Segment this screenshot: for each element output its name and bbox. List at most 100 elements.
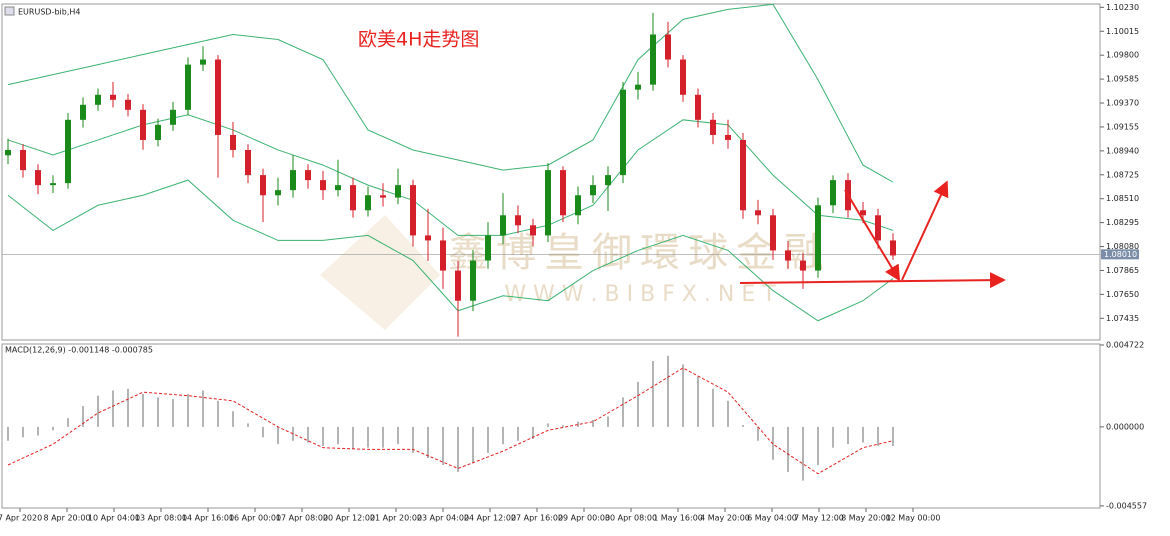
candle-body: [155, 124, 161, 140]
candle-body: [185, 64, 191, 110]
candle-body: [830, 180, 836, 206]
candle-body: [200, 59, 206, 65]
candle-body: [245, 149, 251, 176]
x-tick-label: 8 Apr 20:00: [43, 514, 90, 523]
x-tick-label: 30 Apr 08:00: [605, 514, 657, 523]
candle-body: [680, 59, 686, 95]
candle-body: [440, 240, 446, 271]
candle-body: [170, 109, 176, 125]
candle-body: [365, 195, 371, 211]
candle-body: [455, 270, 461, 301]
x-tick-label: 23 Apr 04:00: [417, 514, 469, 523]
y-tick-label: 1.09800: [1106, 51, 1139, 60]
candle-body: [620, 89, 626, 176]
main-panel: [1, 3, 1101, 341]
x-tick-label: 8 May 20:00: [841, 514, 891, 523]
candle-body: [665, 34, 671, 60]
candle-body: [380, 195, 386, 198]
candle-body: [500, 215, 506, 236]
signal-line: [7, 367, 894, 475]
arrow: [901, 180, 949, 281]
x-tick-label: 27 Apr 16:00: [511, 514, 563, 523]
candle-body: [635, 84, 641, 90]
x-tick-label: 13 Apr 08:00: [135, 514, 187, 523]
y-tick-label: 1.10230: [1106, 3, 1139, 12]
x-tick-label: 24 Apr 12:00: [464, 514, 516, 523]
candle-body: [785, 250, 791, 261]
candle-body: [140, 109, 146, 140]
y-tick-label: 1.08510: [1106, 194, 1139, 203]
candle-body: [110, 94, 116, 100]
candle-body: [335, 185, 341, 191]
candle-body: [875, 215, 881, 241]
x-tick-label: 7 May 12:00: [794, 514, 844, 523]
candle-body: [80, 104, 86, 120]
candle-body: [740, 139, 746, 211]
x-tick-label: 4 May 20:00: [700, 514, 750, 523]
candle-body: [800, 260, 806, 271]
arrow: [844, 189, 901, 282]
candle-body: [320, 180, 326, 191]
x-tick-label: 20 Apr 12:00: [323, 514, 375, 523]
y-tick-label: 1.07865: [1106, 266, 1139, 275]
x-tick-label: 21 Apr 20:00: [370, 514, 422, 523]
candle-body: [590, 185, 596, 196]
y-tick-label: 1.10015: [1106, 27, 1139, 36]
candle-body: [725, 134, 731, 140]
candle-body: [350, 185, 356, 211]
x-tick-label: 10 Apr 04:00: [88, 514, 140, 523]
candle-body: [605, 175, 611, 186]
x-tick-label: 29 Apr 00:00: [558, 514, 610, 523]
candle-body: [545, 170, 551, 236]
candle-body: [125, 99, 131, 110]
bollinger-band: [7, 3, 894, 183]
candle-body: [560, 170, 566, 216]
x-tick-label: 14 Apr 16:00: [182, 514, 234, 523]
x-tick-label: 6 May 04:00: [747, 514, 797, 523]
last-price-tag: [1101, 249, 1139, 260]
x-tick-label: 1 May 16:00: [653, 514, 703, 523]
y-tick-label: 1.09585: [1106, 75, 1139, 84]
candle-body: [305, 170, 311, 181]
watermark: 鑫博皇御環球金融 W W W . B I B F X . N E T: [320, 215, 832, 330]
candle-body: [650, 34, 656, 85]
candle-body: [470, 260, 476, 301]
candle-body: [230, 134, 236, 150]
arrows: [739, 180, 1006, 289]
x-tick-label: 17 Apr 08:00: [276, 514, 328, 523]
watermark-text: 鑫博皇御環球金融: [448, 230, 832, 276]
candle-body: [290, 170, 296, 191]
candle-body: [95, 94, 101, 105]
macd-panel: [1, 343, 1101, 509]
symbol-icon: [4, 6, 15, 16]
y-tick-label: 1.09370: [1106, 99, 1139, 108]
watermark-logo: [320, 215, 440, 330]
y-tick-label: 1.08080: [1106, 242, 1139, 251]
candle-body: [20, 149, 26, 171]
candle-body: [710, 119, 716, 135]
x-tick-label: 12 May 00:00: [886, 514, 941, 523]
y-tick-label: 1.07435: [1106, 314, 1139, 323]
watermark-url: W W W . B I B F X . N E T: [504, 282, 776, 307]
y-tick-label: 1.07650: [1106, 290, 1139, 299]
candle-body: [260, 175, 266, 196]
y-tick-label: 0.000000: [1106, 422, 1144, 431]
candle-body: [890, 240, 896, 256]
candle-body: [860, 210, 866, 216]
candle-body: [215, 59, 221, 135]
candle-body: [530, 225, 536, 236]
candle-body: [50, 183, 56, 186]
candle-body: [575, 195, 581, 216]
candle-body: [35, 170, 41, 186]
symbol-title: EURUSD-bib,H4: [18, 8, 80, 17]
last-price-label: 1.08010: [1104, 250, 1137, 259]
candle-body: [695, 94, 701, 120]
arrow: [739, 272, 1006, 289]
candle-body: [275, 190, 281, 196]
candle-body: [410, 185, 416, 236]
candle-body: [515, 215, 521, 226]
y-tick-label: 1.08295: [1106, 218, 1139, 227]
y-tick-label: -0.004557: [1106, 501, 1147, 510]
